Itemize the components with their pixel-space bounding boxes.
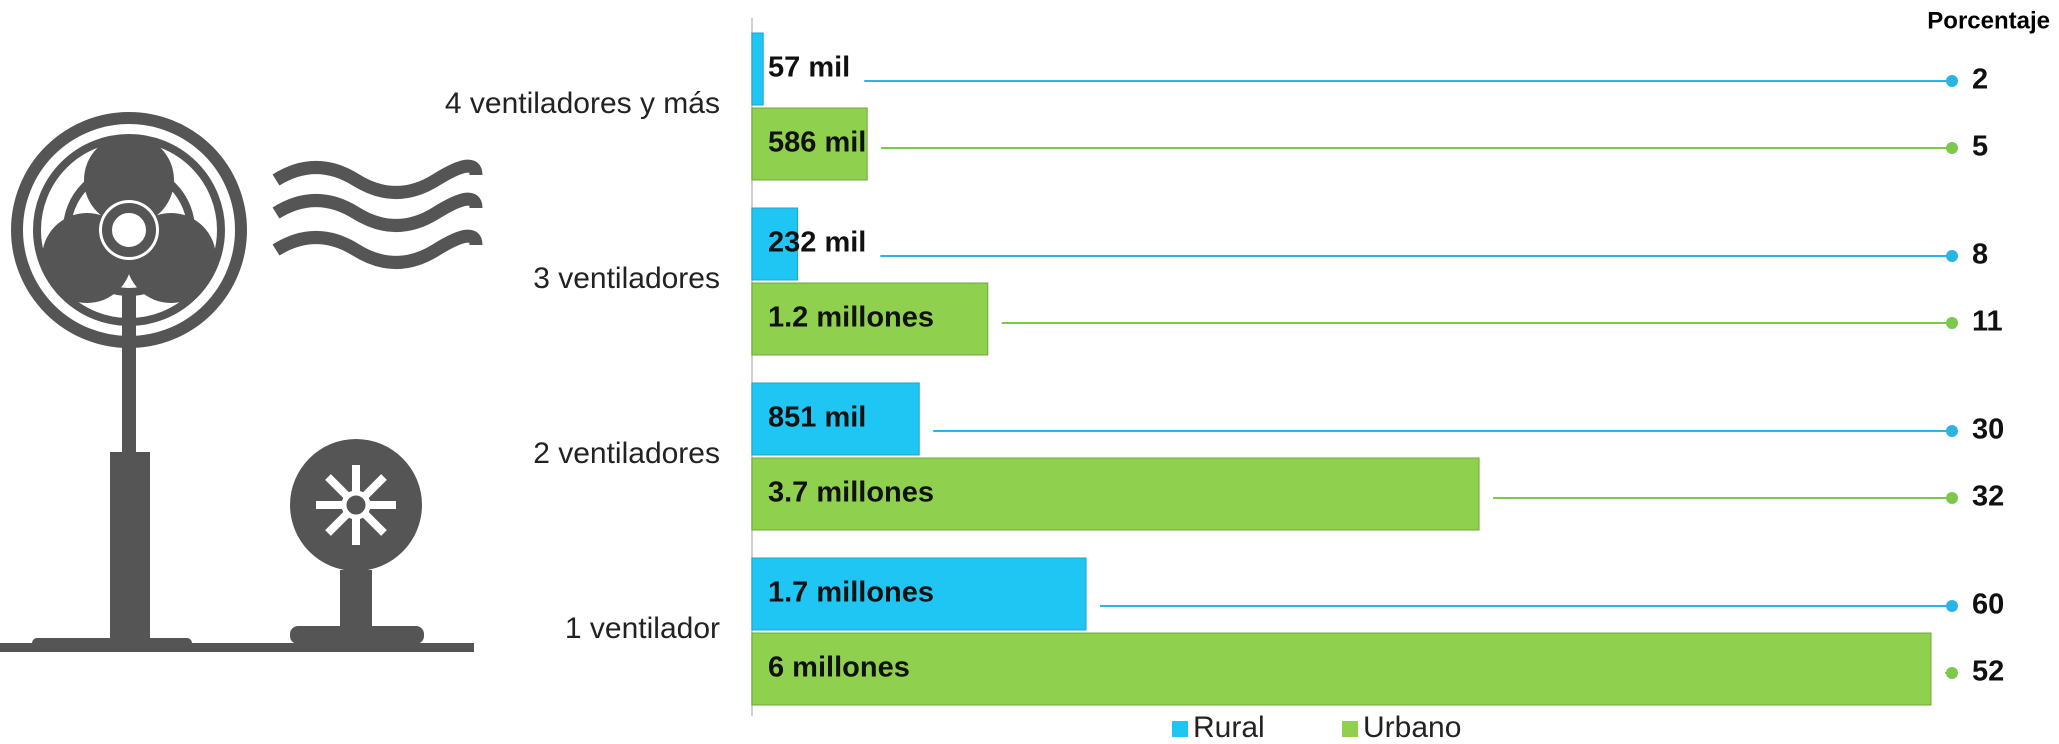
value-label: 851 mil [768,402,866,434]
legend-swatch [1172,721,1188,737]
value-label: 1.7 millones [768,577,934,609]
bar [751,107,868,181]
legend-label: Urbano [1363,711,1461,744]
bar [751,557,1087,631]
percent-label: 30 [1972,414,2004,446]
legend-swatch [1342,721,1358,737]
bar [751,382,920,456]
bar [751,282,989,356]
percent-label: 60 [1972,589,2004,621]
percent-marker [1946,492,1958,504]
percent-label: 2 [1972,64,1988,96]
category-label: 3 ventiladores [533,262,720,295]
bar [751,632,1932,706]
legend-label: Rural [1193,711,1265,744]
percent-marker [1946,75,1958,87]
percent-marker [1946,142,1958,154]
percent-label: 8 [1972,239,1988,271]
value-label: 6 millones [768,652,910,684]
percent-label: 5 [1972,131,1988,163]
fan-illustration [0,112,483,652]
percent-label: 11 [1972,306,2003,338]
value-label: 1.2 millones [768,302,934,334]
value-label: 232 mil [768,227,866,259]
value-label: 57 mil [768,52,850,84]
value-label: 3.7 millones [768,477,934,509]
bar [751,457,1480,531]
bar [751,207,799,281]
category-label: 4 ventiladores y más [445,87,720,120]
percent-marker [1946,317,1958,329]
percent-marker [1946,250,1958,262]
percent-marker [1946,600,1958,612]
bar [751,32,764,106]
percent-label: 52 [1972,656,2004,688]
value-label: 586 mil [768,127,866,159]
category-label: 2 ventiladores [533,437,720,470]
category-label: 1 ventilador [565,612,720,645]
percent-marker [1946,425,1958,437]
percent-marker [1946,667,1958,679]
percent-label: 32 [1972,481,2004,513]
percent-heading: Porcentaje [1927,7,2050,34]
